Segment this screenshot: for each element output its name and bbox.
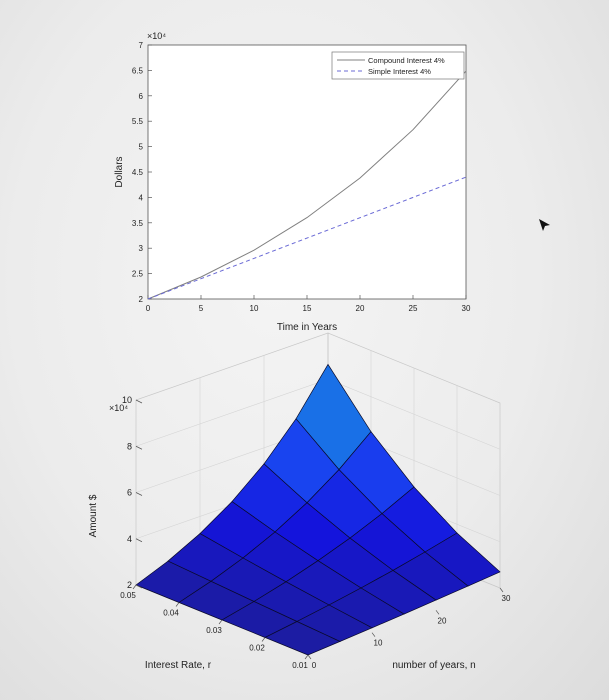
compound-interest-line [147,70,467,300]
legend: Compound Interest 4% Simple Interest 4% [331,51,465,80]
z-exponent-label: ×10⁴ [109,403,128,413]
line-chart: 0 5 10 15 20 25 30 2 2.5 3 3.5 4 4.5 5 5.5 6 6.5 7 ×10⁴ T… [114,31,471,333]
r-tick-mark [132,584,137,590]
n-tick-label: 20 [438,616,447,625]
n-tick-label: 10 [374,639,383,648]
legend-label-compound: Compound Interest 4% [368,56,445,65]
mouse-pointer-icon [539,219,550,231]
y-tick-label: 3.5 [132,219,144,228]
x-axis-label: Time in Years [277,322,337,333]
y-tick-label: 5.5 [132,117,144,126]
y-tick-label: 6 [139,92,144,101]
r-axis-label: Interest Rate, r [145,660,212,671]
surface-patch [264,621,341,656]
y-tick-label: 3 [139,244,144,253]
legend-box [331,51,465,80]
n-tick-mark [371,632,376,637]
y-tick-label: 2 [139,295,144,304]
z-tick-mark [135,492,143,496]
n-tick-mark [307,654,312,660]
y-tick-label: 4 [139,193,144,202]
z-axis-label: Amount $ [88,494,99,537]
x-tick-label: 20 [356,304,365,313]
z-tick-label: 4 [127,534,132,544]
y-tick-label: 2.5 [132,270,144,279]
x-tick-label: 25 [409,304,418,313]
y-tick-label: 7 [139,41,144,50]
z-tick-label: 2 [127,580,132,590]
r-tick-label: 0.02 [249,644,265,653]
x-tick-label: 15 [303,304,312,313]
x-tick-label: 10 [250,304,259,313]
x-tick-label: 5 [199,304,204,313]
y-tick-label: 6.5 [132,66,144,75]
r-tick-label: 0.04 [163,609,179,618]
simple-interest-line [147,176,467,300]
x-tick-label: 0 [146,304,151,313]
n-tick-mark [499,587,504,593]
plot-area [147,44,467,300]
z-tick-label: 8 [127,441,132,451]
x-tick-label: 30 [462,304,471,313]
r-tick-mark [175,602,180,607]
z-tick-mark [135,538,143,543]
r-tick-mark [218,619,223,625]
z-tick-label: 10 [122,395,132,405]
n-tick-label: 30 [502,594,511,603]
r-tick-label: 0.03 [206,626,222,635]
legend-label-simple: Simple Interest 4% [368,67,431,76]
y-axis-label: Dollars [114,156,125,187]
n-tick-mark [435,610,440,615]
n-axis-label: number of years, n [392,660,475,671]
r-tick-label: 0.01 [292,661,308,670]
z-tick-mark [135,399,143,404]
y-exponent-label: ×10⁴ [147,31,166,41]
y-tick-label: 4.5 [132,168,144,177]
z-tick-label: 6 [127,488,132,498]
r-tick-label: 0.05 [120,591,136,600]
z-tick-mark [135,584,143,589]
n-tick-label: 0 [312,661,317,670]
y-tick-label: 5 [139,143,144,152]
z-tick-mark [135,445,143,450]
r-tick-mark [261,637,266,642]
r-tick-mark [304,654,309,660]
